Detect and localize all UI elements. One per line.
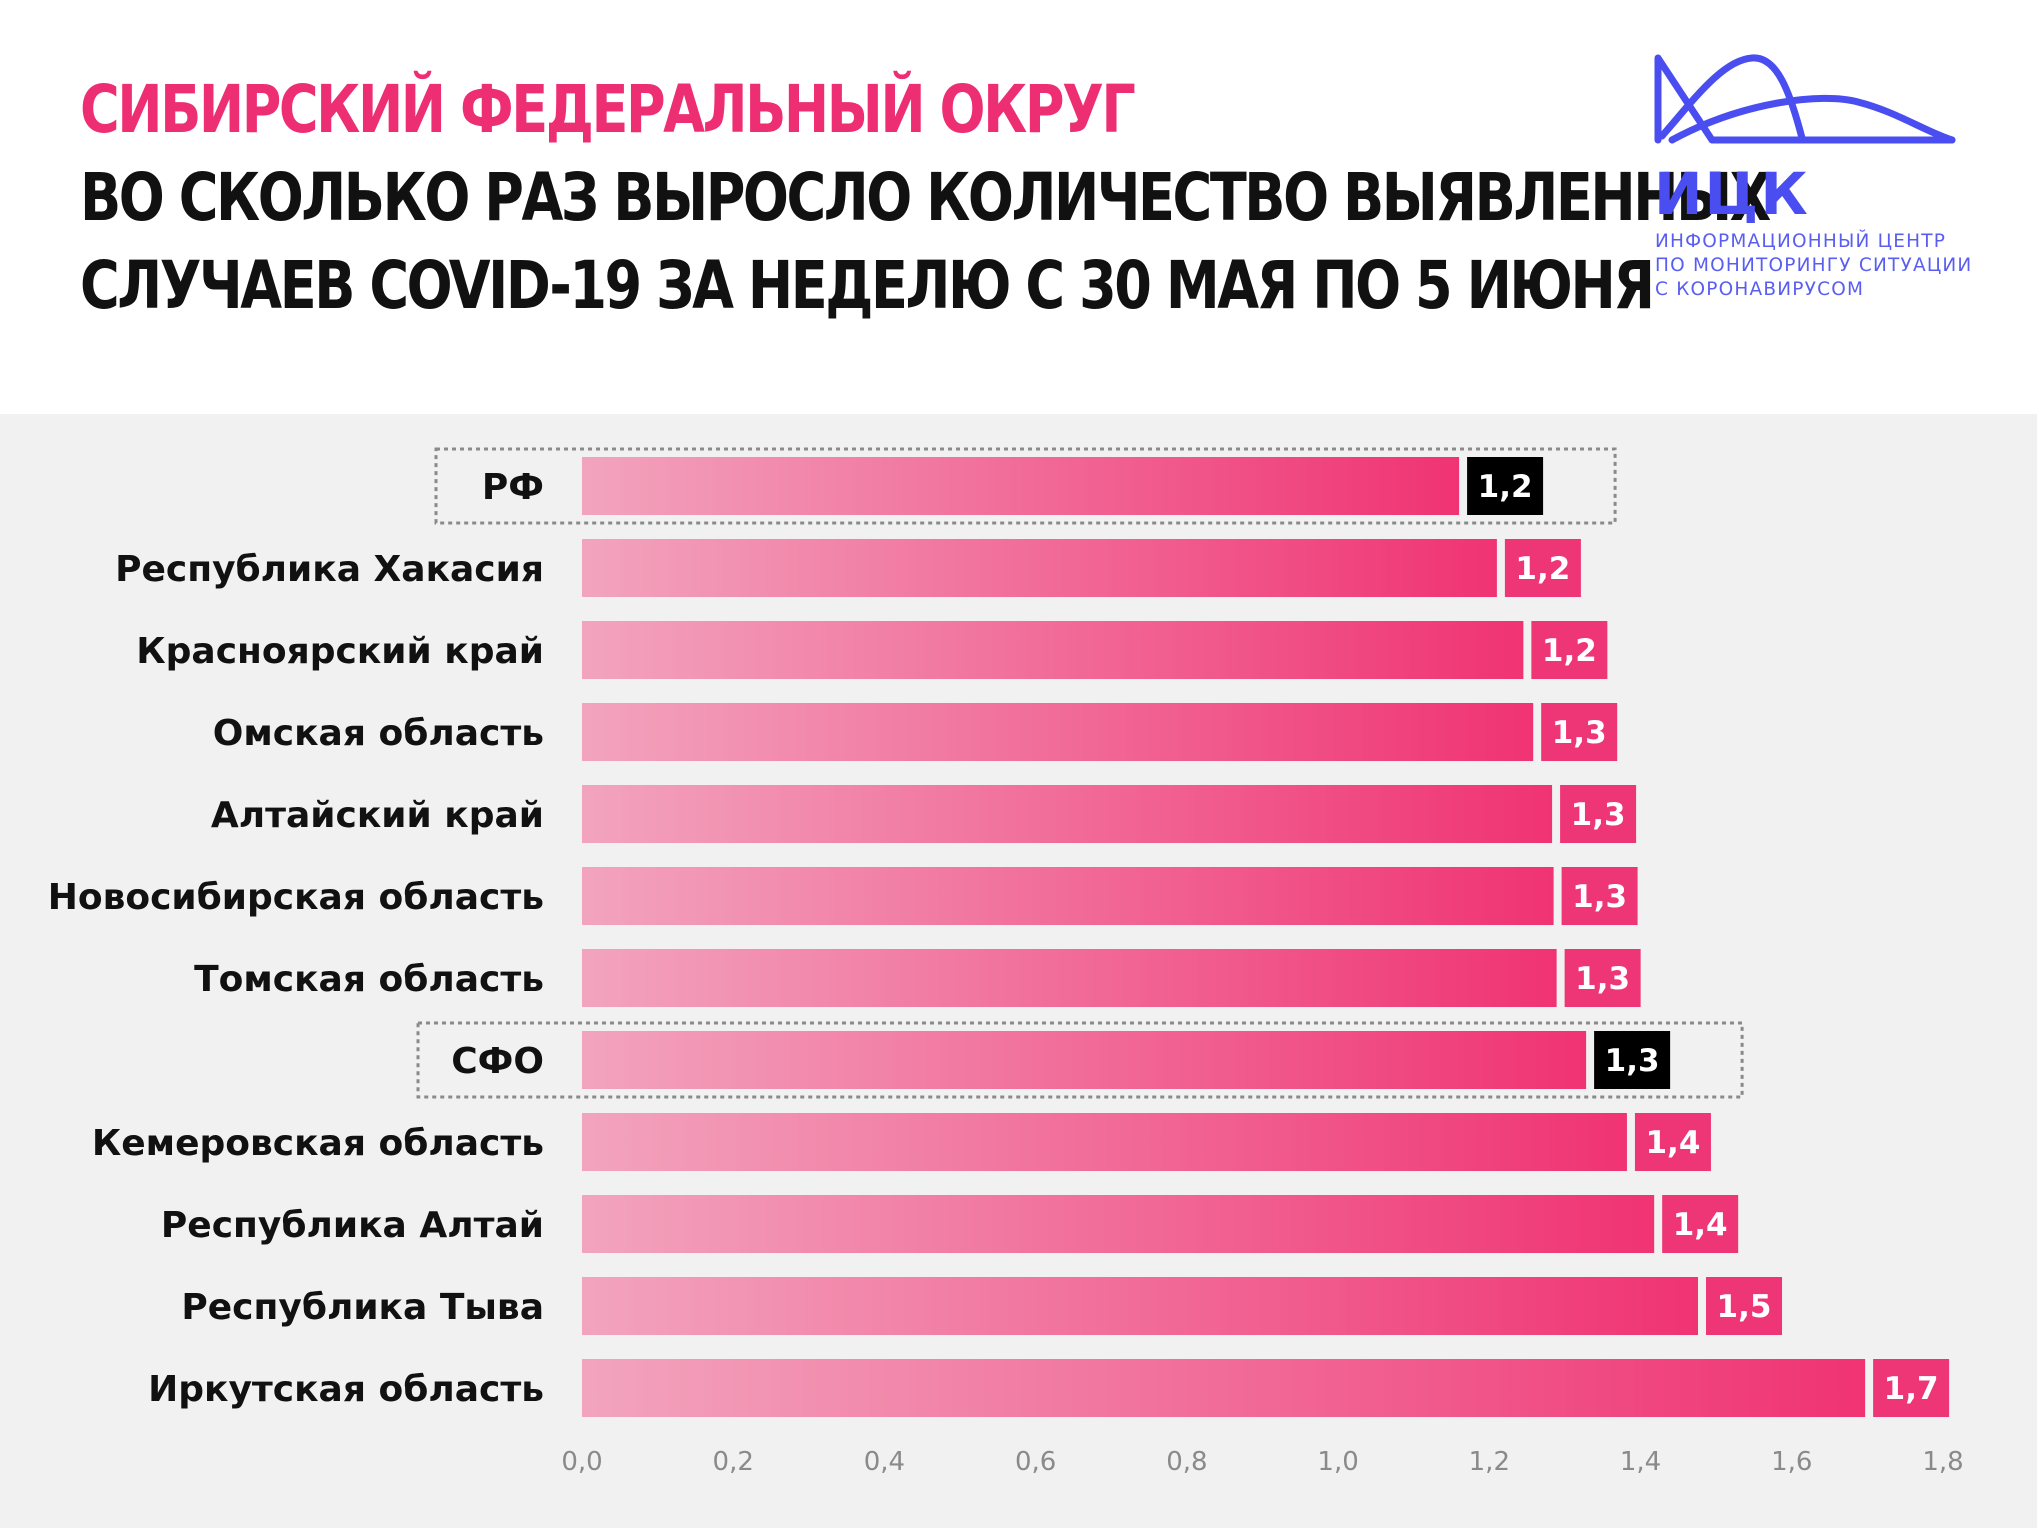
bar xyxy=(582,949,1557,1007)
x-tick-label: 1,0 xyxy=(1317,1447,1358,1477)
category-label: Республика Хакасия xyxy=(115,549,544,590)
value-box xyxy=(1541,703,1618,761)
highlight-frame xyxy=(416,1021,1744,1099)
x-tick-label: 1,6 xyxy=(1771,1447,1812,1477)
value-label: 1,5 xyxy=(1717,1289,1772,1325)
logo-abbreviation: ИЦК xyxy=(1654,160,1810,228)
value-label: 1,3 xyxy=(1552,715,1607,751)
bar-row: Красноярский край 1,2 xyxy=(136,621,1608,679)
category-label: Алтайский край xyxy=(211,795,544,836)
bar xyxy=(582,785,1553,843)
logo-graphic-icon xyxy=(1654,54,1956,144)
chart-title-line-2: СЛУЧАЕВ COVID-19 ЗА НЕДЕЛЮ С 30 МАЯ ПО 5… xyxy=(80,247,1655,324)
value-label: 1,3 xyxy=(1572,879,1627,915)
bar-row: Новосибирская область 1,3 xyxy=(48,867,1638,925)
chart-area: РФ 1,2 Республика Хакасия 1,2 Красноярский к… xyxy=(0,414,2037,1528)
value-box xyxy=(1564,949,1641,1007)
bar-row: Республика Хакасия 1,2 xyxy=(115,539,1581,597)
bar xyxy=(582,457,1460,515)
logo-subtitle-line-1: ИНФОРМАЦИОННЫЙ ЦЕНТР xyxy=(1655,231,1947,252)
logo-subtitle-line-3: С КОРОНАВИРУСОМ xyxy=(1655,279,1865,300)
value-label: 1,7 xyxy=(1884,1371,1939,1407)
logo-subtitle-line-2: ПО МОНИТОРИНГУ СИТУАЦИИ xyxy=(1655,255,1973,276)
bar xyxy=(582,1195,1655,1253)
bar-row: Томская область 1,3 xyxy=(194,949,1641,1007)
bar-row: Республика Алтай 1,4 xyxy=(161,1195,1739,1253)
highlight-frame xyxy=(434,447,1617,525)
category-label: Кемеровская область xyxy=(92,1123,544,1164)
bar xyxy=(582,539,1497,597)
bar xyxy=(582,1359,1866,1417)
bar-row: Кемеровская область 1,4 xyxy=(92,1113,1711,1171)
bar xyxy=(582,1031,1587,1089)
chart-title-line-1: ВО СКОЛЬКО РАЗ ВЫРОСЛО КОЛИЧЕСТВО ВЫЯВЛЕ… xyxy=(80,159,1771,236)
category-label: Томская область xyxy=(194,959,544,1000)
value-box xyxy=(1706,1277,1783,1335)
x-tick-label: 0,6 xyxy=(1015,1447,1056,1477)
bar xyxy=(582,621,1524,679)
header: СИБИРСКИЙ ФЕДЕРАЛЬНЫЙ ОКРУГ ВО СКОЛЬКО Р… xyxy=(0,0,2037,414)
value-label: 1,2 xyxy=(1478,469,1533,505)
category-label: РФ xyxy=(482,467,544,508)
value-label: 1,4 xyxy=(1673,1207,1728,1243)
value-box xyxy=(1634,1113,1711,1171)
x-tick-label: 0,8 xyxy=(1166,1447,1207,1477)
x-tick-label: 0,2 xyxy=(713,1447,754,1477)
bar xyxy=(582,1277,1699,1335)
bar-row: Республика Тыва 1,5 xyxy=(181,1277,1783,1335)
value-label: 1,3 xyxy=(1575,961,1630,997)
x-tick-label: 1,2 xyxy=(1469,1447,1510,1477)
x-tick-label: 1,4 xyxy=(1620,1447,1661,1477)
logo: ИЦК ИНФОРМАЦИОННЫЙ ЦЕНТР ПО МОНИТОРИНГУ … xyxy=(1652,52,1972,312)
value-box xyxy=(1873,1359,1950,1417)
bar-row: РФ 1,2 xyxy=(434,447,1617,525)
x-tick-label: 0,4 xyxy=(864,1447,905,1477)
value-box xyxy=(1561,867,1638,925)
bar-row: СФО 1,3 xyxy=(416,1021,1744,1099)
bar-row: Омская область 1,3 xyxy=(213,703,1618,761)
category-label: Республика Тыва xyxy=(181,1287,544,1328)
accent-title: СИБИРСКИЙ ФЕДЕРАЛЬНЫЙ ОКРУГ xyxy=(80,71,1136,148)
value-box xyxy=(1662,1195,1739,1253)
value-box xyxy=(1594,1031,1671,1089)
value-label: 1,4 xyxy=(1645,1125,1700,1161)
category-label: Иркутская область xyxy=(148,1369,544,1410)
bar xyxy=(582,1113,1627,1171)
category-label: Республика Алтай xyxy=(161,1205,544,1246)
value-box xyxy=(1560,785,1637,843)
value-label: 1,2 xyxy=(1542,633,1597,669)
x-tick-label: 1,8 xyxy=(1922,1447,1963,1477)
value-label: 1,3 xyxy=(1605,1043,1660,1079)
category-label: СФО xyxy=(451,1041,544,1082)
category-label: Красноярский край xyxy=(136,631,544,672)
category-label: Омская область xyxy=(213,713,544,754)
category-label: Новосибирская область xyxy=(48,877,544,918)
value-box xyxy=(1531,621,1608,679)
x-tick-label: 0,0 xyxy=(561,1447,602,1477)
x-axis-ticks: 0,0 0,2 0,4 0,6 0,8 1,0 1,2 1,4 1,6 1,8 xyxy=(561,1447,1963,1477)
bar xyxy=(582,867,1554,925)
bar-row: Алтайский край 1,3 xyxy=(211,785,1637,843)
bar xyxy=(582,703,1534,761)
value-box xyxy=(1467,457,1544,515)
value-label: 1,3 xyxy=(1571,797,1626,833)
value-box xyxy=(1504,539,1581,597)
value-label: 1,2 xyxy=(1515,551,1570,587)
bar-row: Иркутская область 1,7 xyxy=(148,1359,1950,1417)
